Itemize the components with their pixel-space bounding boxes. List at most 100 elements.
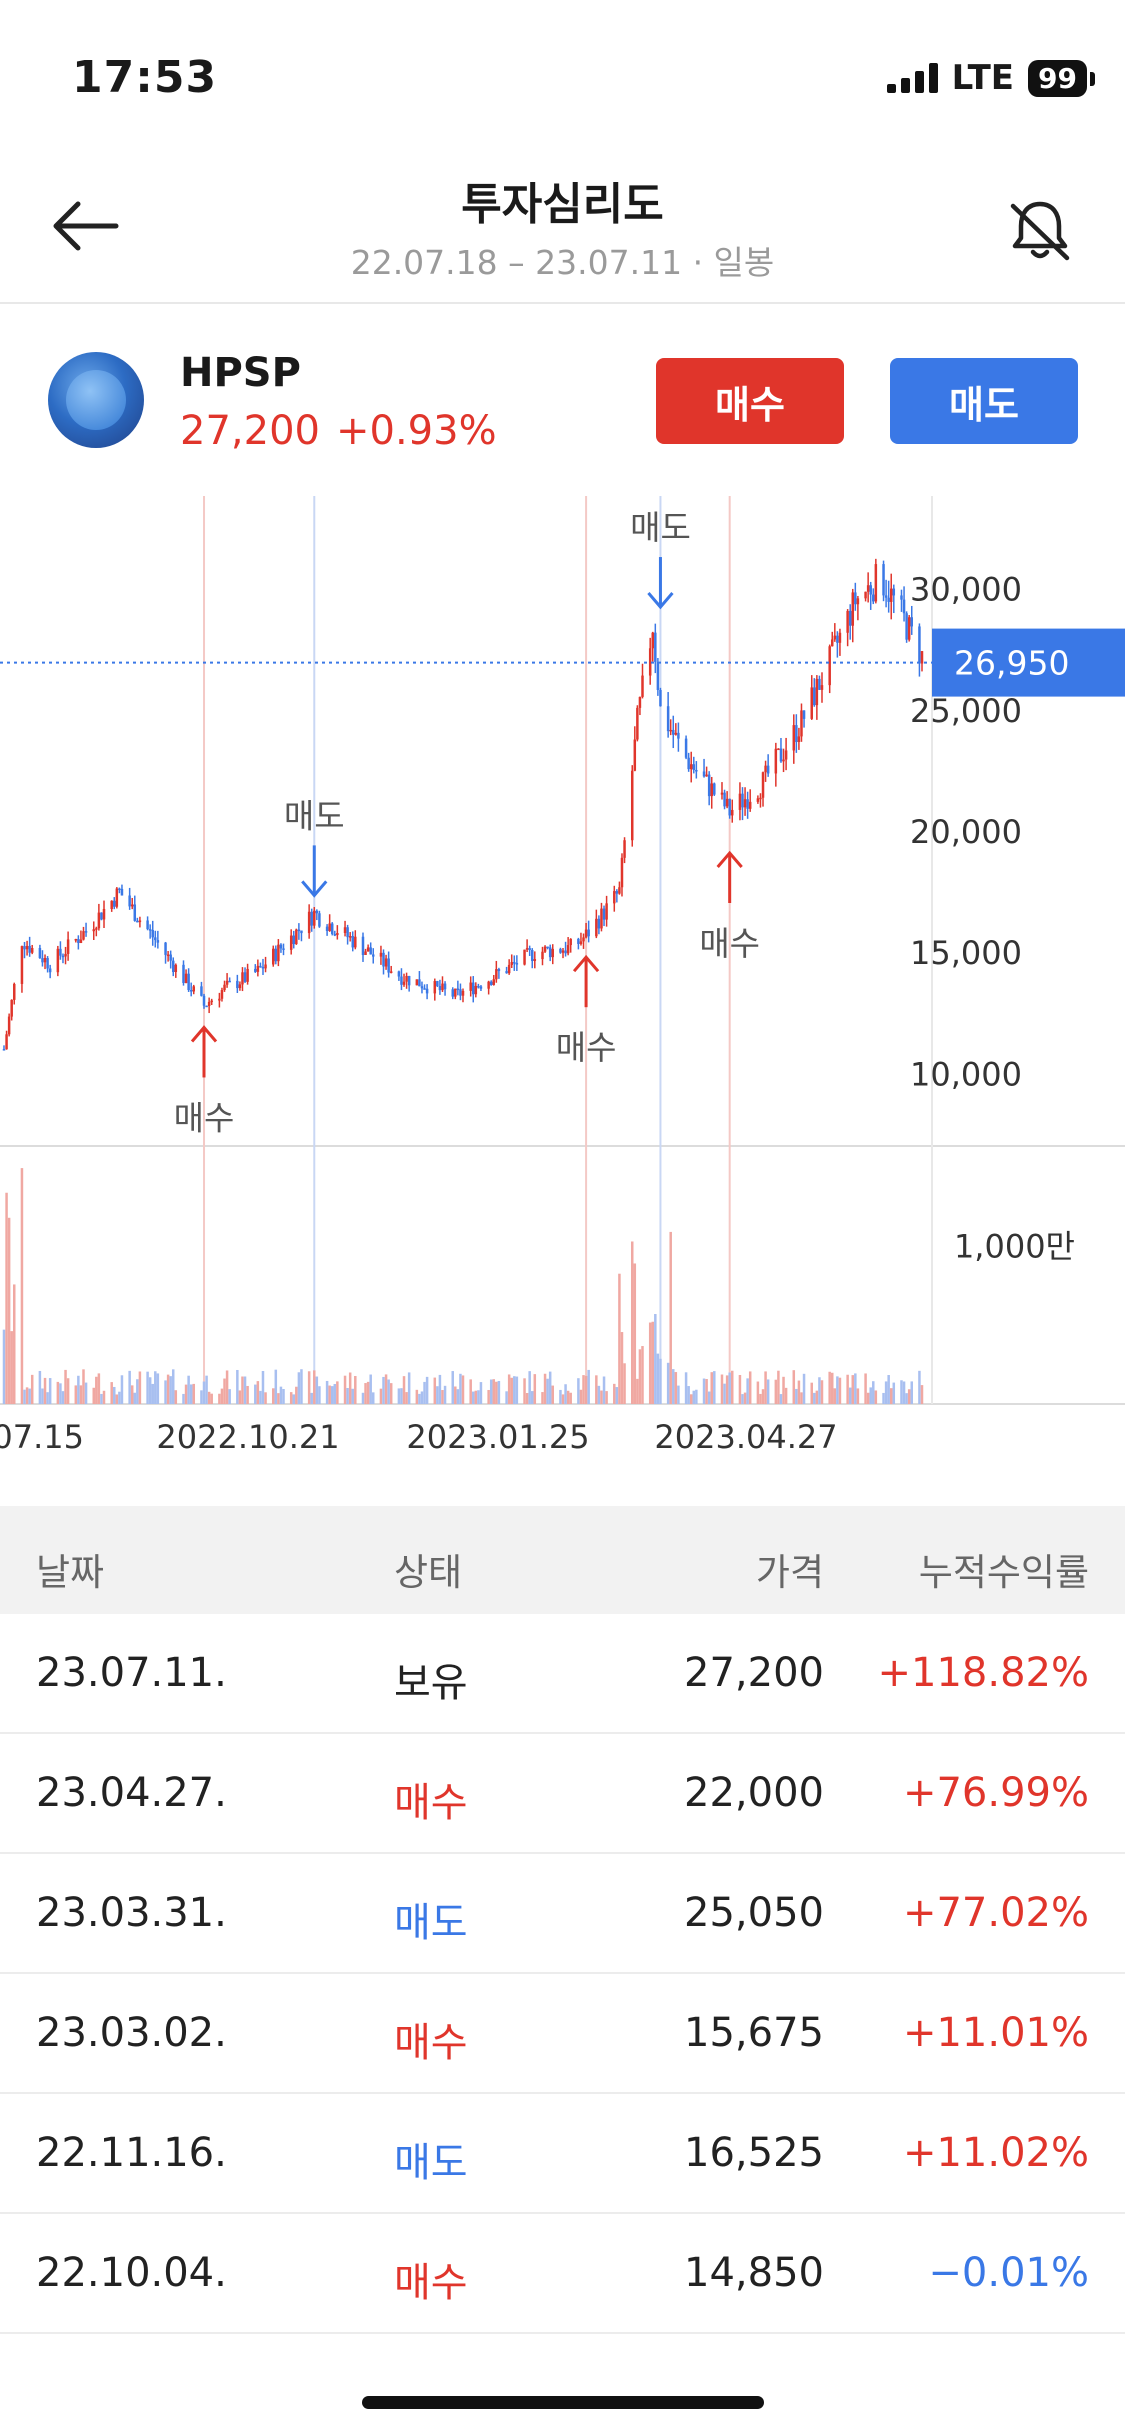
candle-body — [523, 949, 526, 965]
stock-name: HPSP — [180, 350, 301, 396]
volume-bar — [59, 1383, 62, 1404]
volume-bar — [743, 1392, 747, 1404]
volume-bar — [397, 1388, 401, 1404]
candle-body — [156, 940, 160, 943]
candle-body — [833, 635, 837, 640]
volume-bar — [438, 1374, 442, 1404]
volume-bar — [543, 1373, 547, 1404]
candle-body — [113, 900, 116, 907]
candle-body — [289, 935, 293, 950]
volume-bar — [748, 1371, 752, 1404]
candle-body — [579, 941, 583, 944]
volume-bar — [541, 1392, 544, 1404]
home-indicator[interactable] — [362, 2396, 764, 2409]
volume-bar — [46, 1392, 49, 1404]
candle-body — [441, 983, 444, 991]
volume-bar — [271, 1388, 275, 1404]
volume-bar — [918, 1370, 921, 1404]
buy-button[interactable]: 매수 — [656, 358, 844, 444]
table-row[interactable]: 23.03.02. 매수 15,675 +11.01% — [0, 1974, 1125, 2094]
candle-body — [884, 595, 888, 598]
candle-body — [689, 764, 693, 770]
volume-bar — [564, 1384, 567, 1404]
table-row[interactable]: 22.11.16. 매도 16,525 +11.02% — [0, 2094, 1125, 2214]
volume-bar — [672, 1369, 675, 1404]
volume-bar — [459, 1373, 462, 1404]
candle-body — [774, 748, 778, 774]
back-button[interactable] — [48, 196, 124, 256]
candle-body — [636, 707, 639, 740]
volume-bar — [346, 1387, 349, 1404]
volume-bar — [492, 1379, 496, 1404]
candle-body — [277, 944, 280, 962]
volume-bar — [92, 1387, 95, 1404]
volume-bar — [551, 1385, 554, 1404]
volume-bar — [882, 1392, 885, 1404]
candle-body — [318, 913, 321, 927]
volume-bar — [146, 1371, 149, 1404]
volume-bar — [546, 1378, 549, 1404]
volume-bar — [151, 1383, 154, 1404]
candle-body — [705, 774, 708, 777]
volume-bar — [433, 1377, 437, 1404]
candle-body — [623, 840, 626, 858]
candle-body — [510, 962, 513, 965]
volume-bar — [218, 1393, 221, 1404]
candle-body — [764, 765, 767, 773]
table-row[interactable]: 23.07.11. 보유 27,200 +118.82% — [0, 1614, 1125, 1734]
volume-bar — [28, 1388, 31, 1404]
alarm-button[interactable] — [1005, 196, 1075, 266]
candle-body — [202, 995, 206, 1006]
candle-body — [889, 588, 893, 602]
volume-bar — [136, 1379, 139, 1404]
volume-bar — [279, 1386, 283, 1404]
volume-bar — [636, 1378, 639, 1404]
row-state: 매수 — [394, 2020, 468, 2066]
volume-bar — [220, 1388, 224, 1404]
volume-bar — [295, 1386, 298, 1404]
table-row[interactable]: 23.03.31. 매도 25,050 +77.02% — [0, 1854, 1125, 1974]
candle-body — [528, 948, 531, 951]
volume-bar — [120, 1375, 124, 1404]
candle-body — [130, 904, 134, 907]
candle-body — [561, 950, 565, 953]
candle-body — [595, 918, 598, 937]
candle-body — [559, 948, 562, 953]
candle-body — [418, 979, 421, 987]
volume-bar — [851, 1375, 855, 1404]
candle-body — [648, 648, 652, 676]
candle-body — [905, 613, 908, 640]
volume-bar — [130, 1385, 134, 1404]
page-title: 투자심리도 — [461, 179, 664, 230]
volume-bar — [41, 1388, 44, 1404]
volume-bar — [892, 1382, 896, 1404]
volume-bar — [651, 1321, 655, 1404]
volume-bar — [277, 1393, 280, 1404]
table-row[interactable]: 23.04.27. 매수 22,000 +76.99% — [0, 1734, 1125, 1854]
candle-body — [761, 772, 765, 798]
volume-bar — [182, 1393, 185, 1404]
network-label: LTE — [951, 58, 1015, 98]
volume-bar — [238, 1390, 242, 1404]
candle-body — [902, 599, 906, 614]
volume-bar — [479, 1382, 483, 1404]
volume-bar — [802, 1373, 806, 1404]
candle-body — [82, 931, 85, 940]
table-row[interactable]: 22.10.04. 매수 14,850 −0.01% — [0, 2214, 1125, 2334]
candle-body — [828, 646, 831, 686]
volume-bar — [110, 1382, 113, 1404]
price-chart[interactable]: 10,000 15,000 20,000 25,000 30,000 1,000만 26,9… — [0, 496, 1125, 1456]
candle-body — [710, 783, 713, 797]
candle-body — [402, 981, 406, 985]
volume-bar — [189, 1384, 193, 1404]
volume-bar — [833, 1388, 837, 1404]
candle-body — [207, 1001, 211, 1006]
volume-bar — [764, 1371, 767, 1404]
volume-bar — [261, 1371, 265, 1404]
volume-bar — [187, 1375, 190, 1404]
sell-button[interactable]: 매도 — [890, 358, 1078, 444]
volume-bar — [756, 1381, 760, 1404]
volume-bar — [654, 1314, 657, 1404]
candle-body — [307, 911, 311, 934]
sell-signal-label: 매도 — [630, 508, 691, 547]
